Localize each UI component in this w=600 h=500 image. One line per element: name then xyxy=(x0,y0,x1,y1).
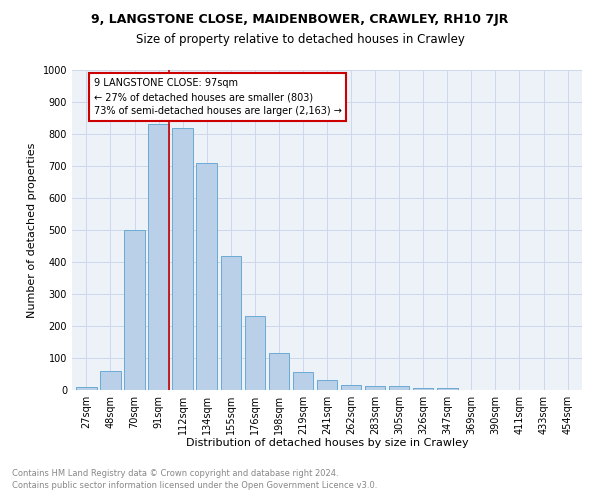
Bar xyxy=(196,163,217,390)
Bar xyxy=(293,372,313,390)
X-axis label: Distribution of detached houses by size in Crawley: Distribution of detached houses by size … xyxy=(185,438,469,448)
Y-axis label: Number of detached properties: Number of detached properties xyxy=(27,142,37,318)
Bar xyxy=(317,380,337,390)
Bar xyxy=(365,386,385,390)
Bar xyxy=(172,128,193,390)
Bar xyxy=(269,353,289,390)
Bar xyxy=(221,256,241,390)
Bar xyxy=(148,124,169,390)
Bar xyxy=(245,316,265,390)
Bar xyxy=(341,385,361,390)
Text: Size of property relative to detached houses in Crawley: Size of property relative to detached ho… xyxy=(136,32,464,46)
Bar xyxy=(76,388,97,390)
Bar xyxy=(389,386,409,390)
Text: 9, LANGSTONE CLOSE, MAIDENBOWER, CRAWLEY, RH10 7JR: 9, LANGSTONE CLOSE, MAIDENBOWER, CRAWLEY… xyxy=(91,12,509,26)
Bar xyxy=(413,388,433,390)
Text: 9 LANGSTONE CLOSE: 97sqm
← 27% of detached houses are smaller (803)
73% of semi-: 9 LANGSTONE CLOSE: 97sqm ← 27% of detach… xyxy=(94,78,341,116)
Bar xyxy=(100,372,121,390)
Bar xyxy=(124,230,145,390)
Bar xyxy=(437,388,458,390)
Text: Contains HM Land Registry data © Crown copyright and database right 2024.
Contai: Contains HM Land Registry data © Crown c… xyxy=(12,468,377,490)
